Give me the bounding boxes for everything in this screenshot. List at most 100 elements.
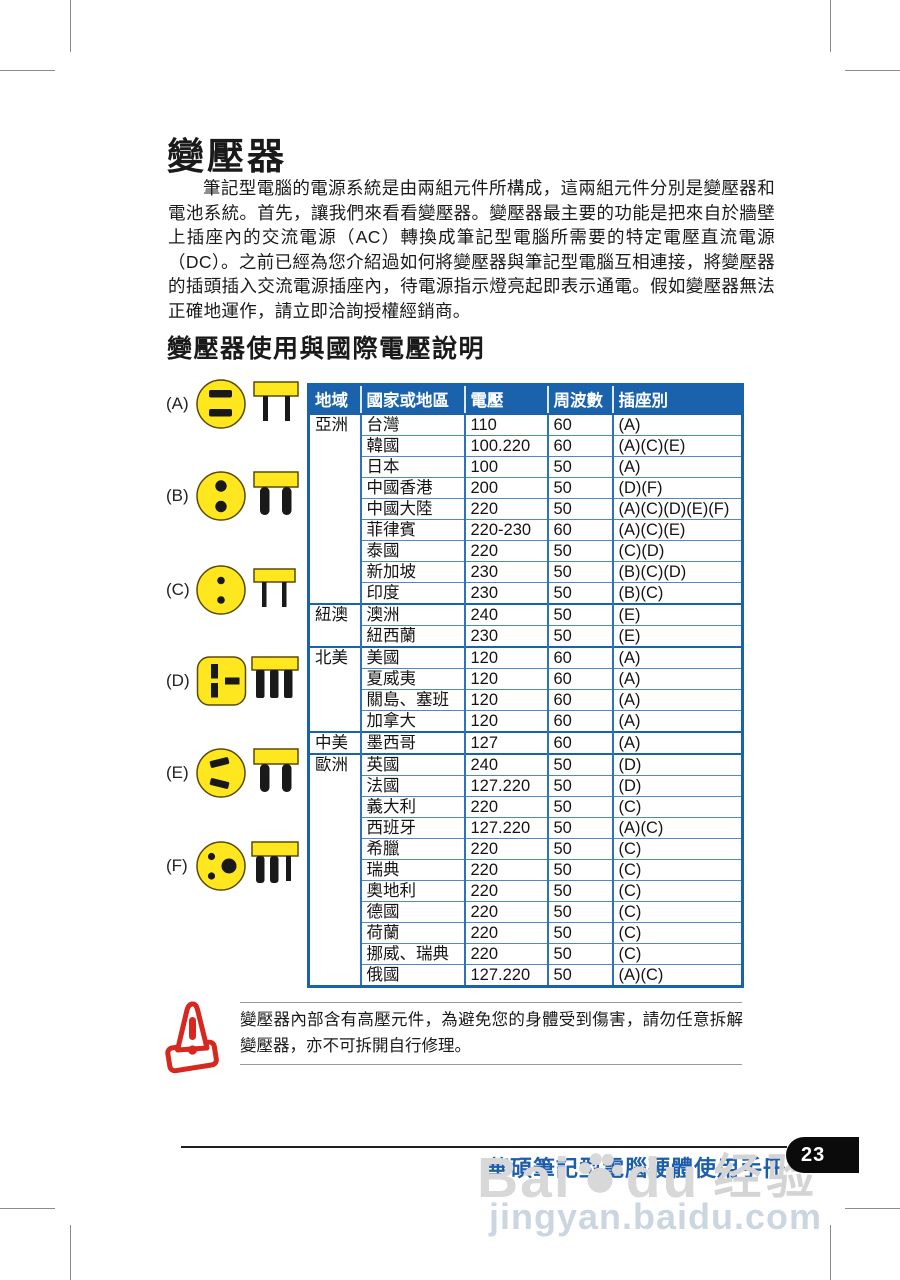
voltage-cell: 127.220 (463, 964, 548, 987)
frequency-cell: 60 (546, 689, 613, 711)
frequency-cell: 50 (546, 498, 613, 520)
plug-label: (D) (166, 671, 190, 690)
region-cell: 北美 (308, 646, 361, 732)
plug-item-e: (E) (166, 747, 316, 799)
frequency-cell: 50 (546, 817, 613, 839)
section-title: 變壓器使用與國際電壓說明 (167, 335, 486, 363)
crop-mark (830, 0, 831, 52)
socket-cell: (A) (611, 456, 743, 478)
voltage-cell: 220 (463, 540, 548, 562)
socket-cell: (A) (611, 710, 743, 732)
frequency-cell: 60 (546, 668, 613, 690)
table-row: 印度 230 50 (B)(C) (309, 582, 743, 604)
watermark-url: jingyan.baidu.com (489, 1196, 823, 1237)
socket-cell: (C)(D) (611, 540, 743, 562)
country-cell: 西班牙 (359, 817, 465, 839)
socket-cell: (C) (611, 796, 743, 818)
table-row: 挪威、瑞典 220 50 (C) (309, 943, 743, 965)
voltage-cell: 120 (463, 710, 548, 732)
voltage-cell: 220 (463, 901, 548, 923)
frequency-cell: 50 (546, 859, 613, 881)
frequency-cell: 50 (546, 922, 613, 944)
table-row: 荷蘭 220 50 (C) (309, 922, 743, 944)
crop-mark (845, 70, 900, 71)
country-cell: 紐西蘭 (359, 625, 465, 647)
watermark-brand: Bai du 经验 (477, 1149, 819, 1207)
col-header-region: 地域 (308, 384, 361, 415)
plug-item-b: (B) (166, 470, 316, 522)
table-row: 夏威夷 120 60 (A) (309, 668, 743, 690)
frequency-cell: 50 (546, 753, 613, 776)
page-number: 23 (801, 1143, 826, 1166)
country-cell: 荷蘭 (359, 922, 465, 944)
plug-label: (F) (166, 856, 188, 875)
plug-item-c: (C) (166, 564, 316, 616)
table-header-row: 地域 國家或地區 電壓 周波數 插座別 (308, 384, 743, 415)
plug-label: (B) (166, 486, 189, 505)
socket-cell: (A)(C) (611, 817, 743, 839)
socket-cell: (D) (611, 775, 743, 797)
country-cell: 希臘 (359, 838, 465, 860)
socket-cell: (A) (611, 689, 743, 711)
voltage-cell: 220 (463, 796, 548, 818)
table-row: 北美 美國 120 60 (A) (308, 646, 743, 732)
voltage-cell: 120 (463, 689, 548, 711)
frequency-cell: 50 (546, 456, 613, 478)
voltage-cell: 240 (463, 753, 548, 776)
frequency-cell: 50 (546, 582, 613, 604)
country-cell: 夏威夷 (359, 668, 465, 690)
country-cell: 菲律賓 (359, 519, 465, 541)
warning-note: 變壓器內部含有高壓元件，為避免您的身體受到傷害，請勿任意拆解變壓器，亦不可拆開自… (240, 1011, 743, 1055)
table-row: 日本 100 50 (A) (309, 456, 743, 478)
voltage-cell: 230 (463, 561, 548, 583)
country-cell: 加拿大 (359, 710, 465, 732)
paw-icon (578, 1153, 623, 1193)
crop-mark (0, 1208, 55, 1209)
country-cell: 中國香港 (359, 477, 465, 499)
table-row: 法國 127.220 50 (D) (309, 775, 743, 797)
country-cell: 墨西哥 (359, 731, 465, 754)
table-row: 瑞典 220 50 (C) (309, 859, 743, 881)
socket-cell: (A)(C)(E) (611, 435, 743, 457)
country-cell: 瑞典 (359, 859, 465, 881)
frequency-cell: 50 (546, 838, 613, 860)
table-row: 加拿大 120 60 (A) (309, 710, 743, 732)
socket-cell: (C) (611, 922, 743, 944)
table-row: 德國 220 50 (C) (309, 901, 743, 923)
frequency-cell: 50 (546, 477, 613, 499)
socket-cell: (C) (611, 943, 743, 965)
voltage-cell: 100.220 (463, 435, 548, 457)
plug-item-d: (D) (166, 655, 316, 707)
note-rule-top (240, 1002, 742, 1003)
socket-cell: (D) (611, 753, 743, 776)
socket-cell: (A) (611, 668, 743, 690)
voltage-cell: 127.220 (463, 817, 548, 839)
plug-item-a: (A) (166, 378, 316, 430)
voltage-cell: 220 (463, 922, 548, 944)
voltage-cell: 220 (463, 498, 548, 520)
voltage-cell: 110 (463, 413, 548, 436)
table-row: 紐西蘭 230 50 (E) (309, 625, 743, 647)
country-cell: 關島、塞班 (359, 689, 465, 711)
page-number-badge: 23 (786, 1137, 859, 1173)
table-row: 亞洲 台灣 110 60 (A) (308, 413, 743, 604)
frequency-cell: 50 (546, 943, 613, 965)
voltage-cell: 127.220 (463, 775, 548, 797)
watermark-brand-right: du (625, 1145, 700, 1210)
voltage-cell: 220-230 (463, 519, 548, 541)
col-header-country: 國家或地區 (359, 384, 465, 415)
table-row: 中國大陸 220 50 (A)(C)(D)(E)(F) (309, 498, 743, 520)
crop-mark (0, 70, 55, 71)
voltage-cell: 230 (463, 582, 548, 604)
table-row: 俄國 127.220 50 (A)(C) (309, 964, 743, 987)
voltage-cell: 220 (463, 943, 548, 965)
country-cell: 英國 (359, 753, 465, 776)
voltage-cell: 100 (463, 456, 548, 478)
voltage-cell: 120 (463, 646, 548, 669)
table-row: 菲律賓 220-230 60 (A)(C)(E) (309, 519, 743, 541)
plug-label: (C) (166, 580, 190, 599)
region-cell: 亞洲 (308, 413, 361, 604)
region-cell: 中美 (308, 731, 361, 754)
country-cell: 挪威、瑞典 (359, 943, 465, 965)
